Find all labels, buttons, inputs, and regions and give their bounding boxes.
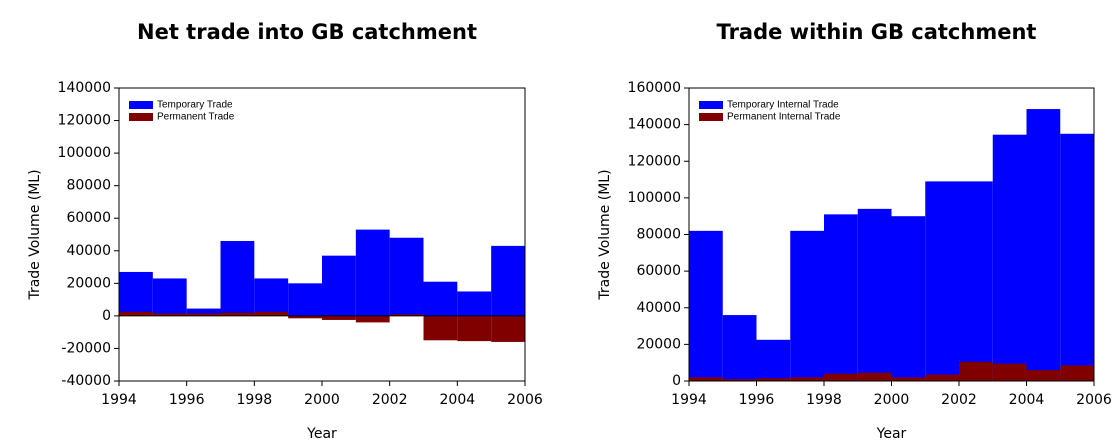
y-tick-label: 40000 <box>636 300 681 316</box>
bar <box>722 379 757 381</box>
bar <box>959 181 993 381</box>
bar <box>925 181 959 381</box>
x-tick-label: 2000 <box>304 392 340 408</box>
x-axis-label: Year <box>306 426 337 441</box>
bar <box>857 372 892 381</box>
bar <box>322 255 356 316</box>
x-tick-label: 2004 <box>1009 392 1045 408</box>
y-tick-label: 120000 <box>628 153 681 169</box>
legend-label: Temporary Trade <box>157 100 233 111</box>
bar <box>186 308 221 316</box>
bar <box>824 214 858 381</box>
legend-label: Permanent Internal Trade <box>727 112 841 123</box>
bar <box>119 271 153 316</box>
x-tick-label: 2004 <box>440 392 476 408</box>
bar <box>491 245 525 316</box>
bar <box>322 315 356 320</box>
y-tick-label: 140000 <box>628 117 681 133</box>
bar <box>1060 365 1094 381</box>
bar <box>891 216 926 381</box>
y-tick-label: -20000 <box>61 340 111 356</box>
y-tick-label: 100000 <box>628 190 681 206</box>
y-tick-label: 20000 <box>636 336 681 352</box>
chart-title: Trade within GB catchment <box>717 20 1037 44</box>
y-tick-label: 40000 <box>66 243 111 259</box>
x-tick-label: 1998 <box>237 392 273 408</box>
bar <box>1026 109 1061 381</box>
bar <box>790 377 824 381</box>
bar <box>491 315 525 342</box>
bar <box>119 311 153 316</box>
y-axis-label: Trade Volume (ML) <box>597 169 613 300</box>
bar <box>959 361 993 381</box>
bar <box>992 134 1027 381</box>
bar <box>457 291 492 316</box>
legend-swatch <box>699 113 723 121</box>
y-tick-label: 0 <box>672 373 681 389</box>
y-tick-label: 20000 <box>66 275 111 291</box>
x-tick-label: 2006 <box>1076 392 1112 408</box>
bar <box>220 312 255 316</box>
x-tick-label: 2002 <box>941 392 977 408</box>
bar <box>389 314 424 316</box>
x-tick-label: 2002 <box>372 392 408 408</box>
bar <box>756 339 791 381</box>
bar <box>992 363 1027 381</box>
bar <box>288 283 322 316</box>
y-tick-label: -40000 <box>61 373 111 389</box>
y-tick-label: 100000 <box>58 145 111 161</box>
y-tick-label: 0 <box>102 308 111 324</box>
legend-swatch <box>129 101 153 109</box>
y-tick-label: 80000 <box>636 227 681 243</box>
bar <box>722 315 757 381</box>
x-tick-label: 2006 <box>507 392 543 408</box>
y-tick-label: 80000 <box>66 178 111 194</box>
x-tick-label: 2000 <box>874 392 910 408</box>
x-tick-label: 1996 <box>169 392 205 408</box>
bar <box>389 237 424 316</box>
x-tick-label: 1994 <box>671 392 707 408</box>
bar <box>423 281 458 316</box>
bar <box>790 230 824 381</box>
x-axis-label: Year <box>876 426 907 441</box>
bar <box>756 378 791 381</box>
x-tick-label: 1998 <box>806 392 842 408</box>
bar <box>689 377 723 381</box>
bar <box>457 315 492 342</box>
y-tick-label: 140000 <box>58 80 111 96</box>
bar <box>689 230 723 381</box>
bar <box>857 208 892 381</box>
bar <box>254 311 289 316</box>
y-tick-label: 60000 <box>636 263 681 279</box>
bar <box>288 315 322 319</box>
bar <box>355 315 390 323</box>
bar <box>824 373 858 381</box>
x-tick-label: 1994 <box>101 392 137 408</box>
y-tick-label: 160000 <box>628 80 681 96</box>
bar <box>925 374 959 381</box>
y-tick-label: 120000 <box>58 113 111 129</box>
y-tick-label: 60000 <box>66 210 111 226</box>
legend-label: Temporary Internal Trade <box>727 100 839 111</box>
bar <box>254 278 289 316</box>
legend-swatch <box>129 113 153 121</box>
chart-title: Net trade into GB catchment <box>137 20 477 44</box>
bar <box>1060 133 1094 381</box>
bar <box>152 313 187 316</box>
y-axis-label: Trade Volume (ML) <box>27 169 43 300</box>
bar <box>355 229 390 316</box>
bar <box>152 278 187 316</box>
bar <box>891 377 926 381</box>
legend-swatch <box>699 101 723 109</box>
bar <box>220 241 255 316</box>
bar <box>423 315 458 341</box>
x-tick-label: 1996 <box>739 392 775 408</box>
bar <box>1026 370 1061 381</box>
bar <box>186 313 221 316</box>
legend-label: Permanent Trade <box>157 112 235 123</box>
